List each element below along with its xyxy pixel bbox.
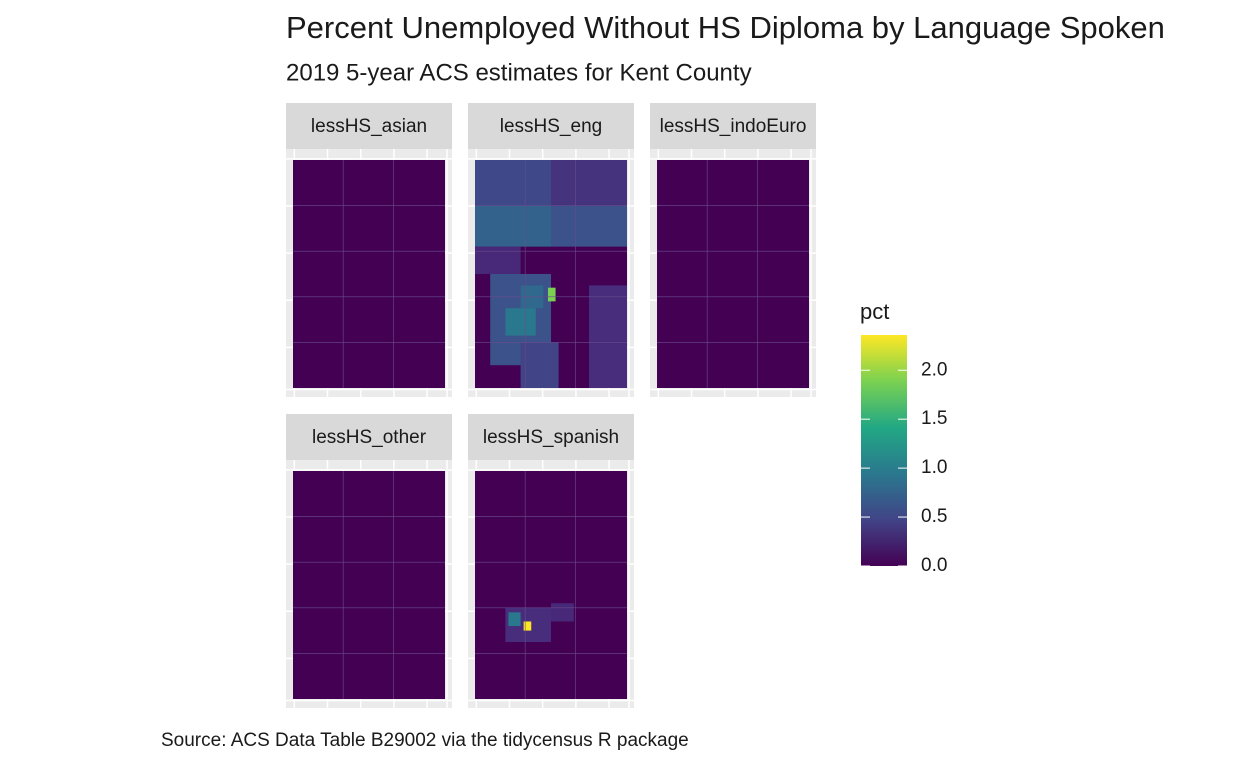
tract (547, 287, 556, 302)
facet: lessHS_asian (286, 103, 452, 397)
facet: lessHS_other (286, 414, 452, 708)
facet: lessHS_eng (468, 103, 634, 397)
strip (468, 103, 634, 149)
legend-tick-label: 1.0 (921, 457, 947, 478)
legend-tick-label: 1.5 (921, 408, 947, 429)
facet: lessHS_spanish (468, 414, 634, 708)
tract (508, 612, 521, 627)
tract (551, 205, 627, 247)
tract (475, 205, 551, 247)
subtitle: 2019 5-year ACS estimates for Kent Count… (286, 59, 752, 86)
strip (650, 103, 816, 149)
strip-label: lessHS_eng (500, 116, 602, 137)
tract (475, 246, 521, 274)
strip (468, 414, 634, 460)
tract (505, 308, 536, 336)
map (293, 160, 445, 388)
map (475, 471, 627, 699)
map (293, 471, 445, 699)
tract (520, 342, 559, 388)
strip-label: lessHS_other (312, 427, 427, 448)
facet: lessHS_indoEuro (650, 103, 816, 397)
strip (286, 414, 452, 460)
strip-label: lessHS_indoEuro (660, 116, 807, 137)
caption: Source: ACS Data Table B29002 via the ti… (161, 730, 689, 751)
legend-tick-label: 0.5 (921, 506, 947, 527)
legend-title: pct (860, 299, 889, 324)
tract (551, 603, 574, 622)
legend-tick-label: 0.0 (921, 555, 947, 576)
strip-label: lessHS_spanish (483, 427, 619, 448)
tract (475, 160, 551, 206)
tract (589, 285, 627, 388)
tract (523, 621, 532, 631)
tract (551, 160, 627, 206)
strip-label: lessHS_asian (311, 116, 427, 137)
strip (286, 103, 452, 149)
colorbar (861, 335, 907, 566)
legend-tick-label: 2.0 (921, 359, 947, 380)
title: Percent Unemployed Without HS Diploma by… (286, 10, 1165, 45)
map (657, 160, 809, 388)
